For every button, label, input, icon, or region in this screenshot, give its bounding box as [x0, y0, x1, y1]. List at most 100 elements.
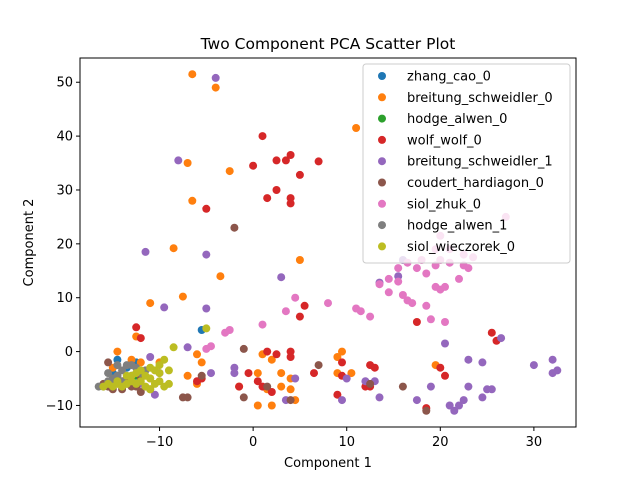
- data-point: [441, 339, 449, 348]
- data-point: [286, 396, 295, 405]
- data-point: [263, 194, 272, 203]
- data-point: [174, 156, 183, 165]
- data-point: [412, 264, 421, 273]
- data-point: [104, 358, 113, 367]
- data-point: [441, 282, 449, 291]
- data-point: [253, 377, 262, 386]
- data-point: [183, 393, 192, 402]
- y-tick-label: 50: [56, 76, 73, 91]
- chart-title: Two Component PCA Scatter Plot: [200, 35, 456, 53]
- data-point: [370, 363, 379, 372]
- data-point: [169, 244, 178, 253]
- data-point: [281, 307, 290, 316]
- legend-label: zhang_cao_0: [407, 70, 491, 85]
- data-point: [136, 388, 145, 396]
- data-point: [450, 406, 459, 415]
- data-point: [384, 288, 393, 297]
- y-tick-label: 20: [56, 237, 73, 252]
- legend-entry: zhang_cao_0: [378, 70, 491, 85]
- x-axis-ticks: −10 0 10 20 30: [146, 427, 542, 450]
- data-point: [104, 369, 113, 378]
- data-point: [202, 204, 211, 213]
- y-tick-label: 30: [56, 183, 73, 198]
- data-point: [398, 291, 407, 299]
- data-point: [122, 371, 131, 380]
- data-point: [132, 323, 141, 332]
- data-point: [295, 312, 304, 321]
- data-point: [141, 247, 150, 256]
- data-point: [160, 303, 169, 312]
- data-point: [356, 307, 365, 316]
- data-point: [272, 186, 281, 194]
- data-point: [155, 361, 164, 370]
- legend-entry: breitung_schweidler_0: [378, 91, 553, 106]
- legend-entry: coudert_hardiagon_0: [378, 176, 544, 191]
- data-point: [342, 374, 351, 383]
- data-point: [497, 334, 506, 343]
- legend-label: breitung_schweidler_1: [407, 155, 553, 170]
- legend-marker: [378, 242, 386, 251]
- data-point: [113, 361, 122, 370]
- legend-entry: hodge_alwen_0: [378, 112, 507, 127]
- data-point: [300, 301, 309, 310]
- legend-label: breitung_schweidler_0: [407, 91, 553, 106]
- legend-marker: [378, 157, 386, 166]
- legend-box: [362, 63, 571, 264]
- data-point: [239, 393, 248, 402]
- y-tick-label: −10: [46, 399, 73, 414]
- data-point: [441, 318, 449, 326]
- data-point: [459, 396, 468, 405]
- data-point: [272, 350, 281, 359]
- data-point: [375, 393, 384, 402]
- legend-label: hodge_alwen_1: [407, 219, 507, 234]
- data-point: [146, 299, 155, 308]
- data-point: [333, 390, 342, 399]
- data-point: [548, 355, 557, 364]
- data-point: [455, 274, 463, 283]
- data-point: [277, 382, 286, 391]
- data-point: [464, 355, 473, 364]
- data-point: [347, 369, 356, 378]
- data-point: [136, 366, 145, 375]
- x-tick-label: 20: [432, 435, 449, 450]
- data-point: [487, 328, 496, 337]
- data-point: [286, 385, 295, 394]
- legend-marker: [378, 221, 386, 230]
- data-point: [291, 293, 300, 302]
- data-point: [188, 196, 197, 205]
- data-point: [375, 280, 384, 289]
- data-point: [291, 374, 300, 383]
- data-point: [99, 382, 108, 391]
- data-point: [286, 353, 295, 361]
- data-point: [267, 401, 276, 410]
- data-point: [352, 124, 361, 132]
- data-point: [445, 401, 454, 410]
- data-point: [366, 379, 375, 388]
- y-tick-label: 10: [56, 291, 73, 306]
- data-point: [230, 369, 239, 378]
- data-point: [118, 366, 127, 375]
- data-point: [235, 382, 244, 391]
- x-axis-title: Component 1: [284, 456, 372, 471]
- data-point: [394, 277, 403, 286]
- data-point: [221, 328, 230, 337]
- data-point: [286, 199, 295, 208]
- data-point: [412, 318, 421, 326]
- data-point: [202, 324, 211, 333]
- data-point: [197, 371, 206, 380]
- data-point: [211, 73, 220, 82]
- data-point: [146, 353, 155, 361]
- data-point: [136, 334, 145, 343]
- data-point: [150, 390, 159, 399]
- data-point: [338, 347, 346, 356]
- data-point: [455, 401, 463, 410]
- x-tick-label: 0: [249, 435, 257, 450]
- legend-entries: zhang_cao_0 breitung_schweidler_0 hodge_al…: [378, 70, 553, 255]
- data-point: [267, 388, 276, 396]
- data-point: [295, 256, 304, 264]
- data-point: [202, 304, 211, 313]
- legend-marker: [378, 199, 386, 208]
- data-point: [422, 301, 431, 310]
- data-point: [183, 159, 192, 167]
- legend-entry: siol_wieczorek_0: [378, 240, 515, 255]
